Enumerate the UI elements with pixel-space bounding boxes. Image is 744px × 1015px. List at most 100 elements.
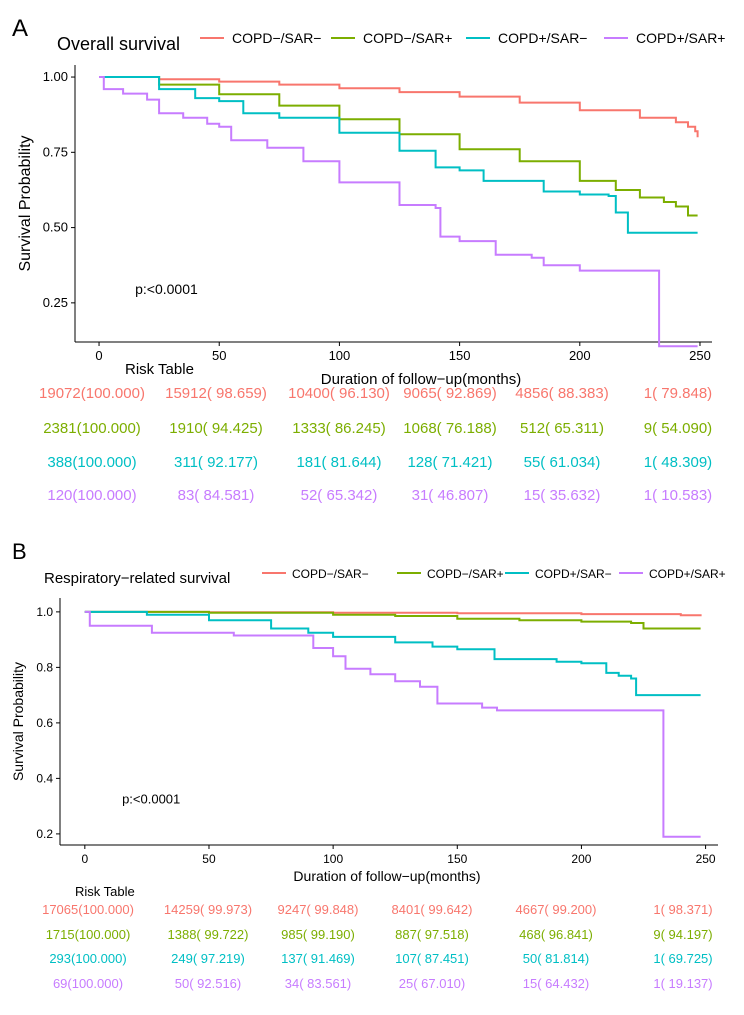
- risk-table-cell: 9( 94.197): [653, 927, 712, 942]
- legend-label: COPD−/SAR+: [363, 30, 452, 46]
- y-axis-label: Survival Probability: [17, 135, 34, 271]
- survival-curve-series: [84, 610, 701, 630]
- risk-table-cell: 1715(100.000): [46, 927, 131, 942]
- risk-table-cell: 887( 97.518): [395, 927, 469, 942]
- x-tick-label: 150: [447, 852, 467, 866]
- chart-title: Respiratory−related survival: [44, 570, 230, 587]
- y-tick-label: 0.25: [43, 295, 68, 310]
- risk-table-cell: 15( 35.632): [524, 487, 601, 504]
- x-tick-label: 50: [202, 852, 216, 866]
- legend-label: COPD+/SAR+: [649, 567, 726, 581]
- risk-table-cell: 120(100.000): [47, 487, 136, 504]
- legend-label: COPD+/SAR−: [535, 567, 612, 581]
- risk-table-cell: 15912( 98.659): [165, 385, 267, 402]
- legend-label: COPD−/SAR+: [427, 567, 504, 581]
- x-tick-label: 100: [329, 348, 351, 363]
- y-axis-label: Survival Probability: [10, 662, 26, 781]
- x-tick-label: 0: [95, 348, 102, 363]
- risk-table-cell: 2381(100.000): [43, 420, 141, 437]
- x-tick-label: 150: [449, 348, 471, 363]
- risk-table-cell: 107( 87.451): [395, 951, 469, 966]
- legend-label: COPD+/SAR+: [636, 30, 725, 46]
- risk-table-cell: 10400( 96.130): [288, 385, 390, 402]
- risk-table-title: Risk Table: [75, 884, 135, 899]
- risk-table-cell: 249( 97.219): [171, 951, 245, 966]
- panel-letter: B: [12, 539, 27, 564]
- risk-table-cell: 4667( 99.200): [516, 902, 597, 917]
- risk-table-cell: 19072(100.000): [39, 385, 145, 402]
- risk-table-cell: 1( 19.137): [653, 976, 712, 991]
- risk-table-cell: 52( 65.342): [301, 487, 378, 504]
- risk-table-cell: 1388( 99.722): [168, 927, 249, 942]
- risk-table-cell: 9065( 92.869): [403, 385, 496, 402]
- legend-label: COPD−/SAR−: [232, 30, 321, 46]
- risk-table-cell: 8401( 99.642): [392, 902, 473, 917]
- legend: COPD−/SAR− COPD−/SAR+ COPD+/SAR− COPD+/SAR+: [262, 567, 726, 581]
- x-tick-label: 0: [81, 852, 88, 866]
- risk-table-cell: 31( 46.807): [412, 487, 489, 504]
- survival-curve-series: [99, 76, 698, 348]
- p-value-label: p:<0.0001: [135, 281, 198, 297]
- risk-table-cell: 468( 96.841): [519, 927, 593, 942]
- risk-table: Risk Table 17065(100.000) 14259( 99.973) 92…: [42, 884, 713, 991]
- risk-table-cell: 69(100.000): [53, 976, 123, 991]
- x-tick-label: 200: [571, 852, 591, 866]
- risk-table-cell: 1333( 86.245): [292, 420, 385, 437]
- risk-table-cell: 181( 81.644): [296, 454, 381, 471]
- y-tick-label: 1.00: [43, 69, 68, 84]
- risk-table: Risk Table 19072(100.000) 15912( 98.659) 10…: [39, 361, 712, 504]
- survival-curve-series: [84, 610, 701, 697]
- x-tick-label: 250: [696, 852, 716, 866]
- risk-table-cell: 50( 92.516): [175, 976, 242, 991]
- chart-title: Overall survival: [57, 34, 180, 54]
- y-tick-label: 0.8: [36, 660, 53, 674]
- x-axis-label: Duration of follow−up(months): [293, 868, 480, 884]
- y-tick-label: 0.75: [43, 144, 68, 159]
- y-tick-label: 0.50: [43, 220, 68, 235]
- risk-table-cell: 83( 84.581): [178, 487, 255, 504]
- risk-table-cell: 1( 98.371): [653, 902, 712, 917]
- survival-curve-series: [84, 610, 701, 838]
- y-tick-label: 1.0: [36, 605, 53, 619]
- risk-table-title: Risk Table: [125, 361, 194, 378]
- risk-table-cell: 14259( 99.973): [164, 902, 252, 917]
- x-tick-label: 100: [323, 852, 343, 866]
- risk-table-cell: 1( 10.583): [644, 487, 712, 504]
- x-tick-label: 50: [212, 348, 226, 363]
- risk-table-cell: 9( 54.090): [644, 420, 712, 437]
- risk-table-cell: 17065(100.000): [42, 902, 134, 917]
- risk-table-cell: 4856( 88.383): [515, 385, 608, 402]
- y-tick-label: 0.2: [36, 827, 53, 841]
- risk-table-cell: 1( 48.309): [644, 454, 712, 471]
- legend: COPD−/SAR− COPD−/SAR+ COPD+/SAR− COPD+/SAR+: [200, 30, 725, 46]
- survival-curve-series: [99, 76, 698, 234]
- risk-table-cell: 25( 67.010): [399, 976, 466, 991]
- risk-table-cell: 1068( 76.188): [403, 420, 496, 437]
- risk-table-cell: 50( 81.814): [523, 951, 590, 966]
- panel-letter: A: [12, 15, 28, 42]
- x-tick-label: 250: [689, 348, 711, 363]
- risk-table-cell: 55( 61.034): [524, 454, 601, 471]
- risk-table-cell: 293(100.000): [49, 951, 126, 966]
- risk-table-cell: 15( 64.432): [523, 976, 590, 991]
- p-value-label: p:<0.0001: [122, 791, 180, 806]
- risk-table-cell: 9247( 99.848): [278, 902, 359, 917]
- risk-table-cell: 388(100.000): [47, 454, 136, 471]
- risk-table-cell: 512( 65.311): [520, 420, 604, 437]
- y-tick-label: 0.6: [36, 716, 53, 730]
- legend-label: COPD+/SAR−: [498, 30, 587, 46]
- y-tick-label: 0.4: [36, 771, 53, 785]
- risk-table-cell: 985( 99.190): [281, 927, 355, 942]
- risk-table-cell: 34( 83.561): [285, 976, 352, 991]
- survival-curve-series: [99, 76, 698, 217]
- risk-table-cell: 311( 92.177): [174, 454, 258, 471]
- legend-label: COPD−/SAR−: [292, 567, 369, 581]
- risk-table-cell: 1910( 94.425): [169, 420, 262, 437]
- survival-curve-series: [99, 76, 699, 138]
- x-axis-label: Duration of follow−up(months): [321, 371, 522, 388]
- risk-table-cell: 128( 71.421): [407, 454, 492, 471]
- risk-table-cell: 1( 79.848): [644, 385, 712, 402]
